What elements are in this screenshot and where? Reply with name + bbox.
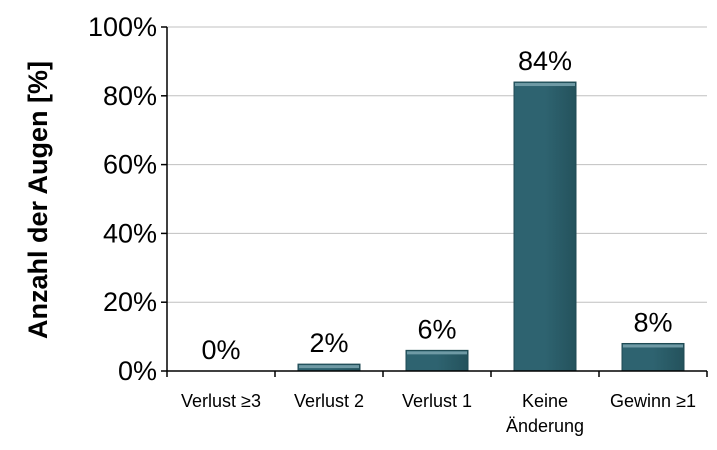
y-axis-title: Anzahl der Augen [%] [23, 61, 53, 339]
bar [513, 81, 577, 372]
x-category-label: Keine Änderung [506, 391, 584, 436]
bars [297, 81, 685, 372]
y-tick-label: 20% [103, 287, 157, 317]
y-tick-labels: 0% 20% 40% 60% 80% 100% [88, 12, 157, 386]
data-labels: 0% 2% 6% 84% 8% [201, 46, 672, 365]
x-category-labels: Verlust ≥3 Verlust 2 Verlust 1 Keine Änderun… [181, 391, 696, 436]
bar-highlight [299, 365, 359, 369]
x-category-label: Verlust 2 [294, 391, 364, 411]
bar-highlight [515, 83, 575, 87]
bar [621, 342, 685, 372]
gridlines [167, 26, 707, 303]
bar-highlight [623, 344, 683, 348]
y-tick-label: 60% [103, 150, 157, 180]
y-tick-label: 40% [103, 218, 157, 248]
y-tick-label: 100% [88, 12, 157, 42]
data-label: 2% [309, 328, 348, 358]
axes [161, 26, 708, 377]
x-category-label: Gewinn ≥1 [610, 391, 696, 411]
bar-highlight [407, 351, 467, 355]
x-category-label: Verlust ≥3 [181, 391, 261, 411]
x-category-label: Verlust 1 [402, 391, 472, 411]
data-label: 6% [417, 314, 456, 344]
y-tick-label: 80% [103, 81, 157, 111]
y-tick-label: 0% [118, 356, 157, 386]
data-label: 8% [633, 307, 672, 337]
data-label: 0% [201, 335, 240, 365]
data-label: 84% [518, 46, 572, 76]
